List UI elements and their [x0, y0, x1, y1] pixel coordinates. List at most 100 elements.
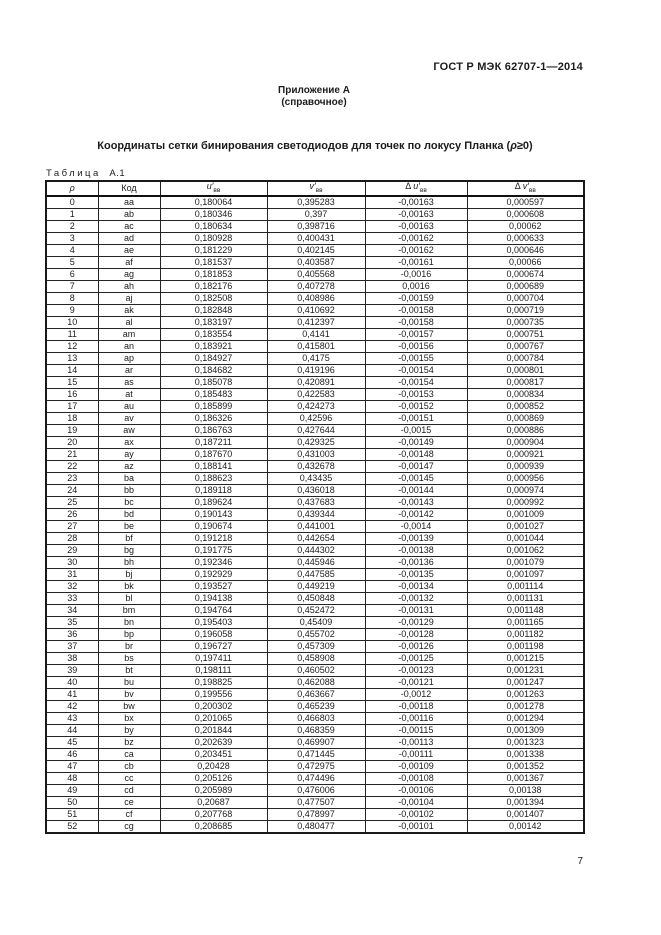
cell-dv: 0,000921 — [466, 448, 585, 461]
cell-rho: 34 — [45, 604, 99, 617]
cell-rho: 12 — [45, 340, 99, 353]
table-row: 8 aj 0,182508 0,408986 -0,00159 0,000704 — [45, 292, 585, 305]
cell-du: -0,00152 — [364, 400, 468, 413]
cell-code: ax — [97, 436, 161, 449]
cell-dv: 0,00138 — [466, 784, 585, 797]
cell-u: 0,205989 — [159, 784, 268, 797]
cell-dv: 0,001027 — [466, 520, 585, 533]
cell-u: 0,181229 — [159, 244, 268, 257]
cell-rho: 26 — [45, 508, 99, 521]
cell-v: 0,465239 — [266, 700, 366, 713]
cell-rho: 49 — [45, 784, 99, 797]
cell-code: an — [97, 340, 161, 353]
cell-du: -0,00158 — [364, 304, 468, 317]
cell-u: 0,193527 — [159, 580, 268, 593]
cell-du: -0,00102 — [364, 808, 468, 821]
table-row: 19 aw 0,186763 0,427644 -0,0015 0,000886 — [45, 424, 585, 437]
cell-v: 0,422583 — [266, 388, 366, 401]
cell-code: bw — [97, 700, 161, 713]
table-row: 17 au 0,185899 0,424273 -0,00152 0,000852 — [45, 400, 585, 413]
table-row: 18 av 0,186326 0,42596 -0,00151 0,000869 — [45, 412, 585, 425]
cell-v: 0,444302 — [266, 544, 366, 557]
cell-v: 0,424273 — [266, 400, 366, 413]
cell-dv: 0,000852 — [466, 400, 585, 413]
cell-code: az — [97, 460, 161, 473]
cell-v: 0,42596 — [266, 412, 366, 425]
cell-code: cf — [97, 808, 161, 821]
cell-code: as — [97, 376, 161, 389]
cell-du: -0,00132 — [364, 592, 468, 605]
cell-dv: 0,001079 — [466, 556, 585, 569]
table-row: 24 bb 0,189118 0,436018 -0,00144 0,000974 — [45, 484, 585, 497]
cell-u: 0,184682 — [159, 364, 268, 377]
cell-dv: 0,000801 — [466, 364, 585, 377]
cell-v: 0,439344 — [266, 508, 366, 521]
cell-du: -0,00131 — [364, 604, 468, 617]
cell-u: 0,196727 — [159, 640, 268, 653]
cell-v: 0,410692 — [266, 304, 366, 317]
cell-u: 0,180928 — [159, 232, 268, 245]
table-row: 30 bh 0,192346 0,445946 -0,00136 0,001079 — [45, 556, 585, 569]
cell-u: 0,191218 — [159, 532, 268, 545]
cell-u: 0,188623 — [159, 472, 268, 485]
cell-code: aa — [97, 195, 161, 209]
cell-rho: 19 — [45, 424, 99, 437]
table-row: 1 ab 0,180346 0,397 -0,00163 0,000608 — [45, 208, 585, 221]
cell-v: 0,457309 — [266, 640, 366, 653]
table-caption-number: А.1 — [109, 168, 126, 179]
cell-rho: 27 — [45, 520, 99, 533]
table-row: 42 bw 0,200302 0,465239 -0,00118 0,001278 — [45, 700, 585, 713]
cell-du: -0,00148 — [364, 448, 468, 461]
cell-dv: 0,001309 — [466, 724, 585, 737]
cell-rho: 20 — [45, 436, 99, 449]
cell-v: 0,474496 — [266, 772, 366, 785]
cell-du: -0,00154 — [364, 364, 468, 377]
table-row: 23 ba 0,188623 0,43435 -0,00145 0,000956 — [45, 472, 585, 485]
cell-rho: 43 — [45, 712, 99, 725]
cell-code: bn — [97, 616, 161, 629]
cell-rho: 46 — [45, 748, 99, 761]
cell-v: 0,402145 — [266, 244, 366, 257]
cell-dv: 0,001198 — [466, 640, 585, 653]
cell-v: 0,452472 — [266, 604, 366, 617]
cell-u: 0,190143 — [159, 508, 268, 521]
table-row: 5 af 0,181537 0,403587 -0,00161 0,00066 — [45, 256, 585, 269]
cell-v: 0,466803 — [266, 712, 366, 725]
table-row: 12 an 0,183921 0,415801 -0,00156 0,000767 — [45, 340, 585, 353]
cell-u: 0,182176 — [159, 280, 268, 293]
table-row: 21 ay 0,187670 0,431003 -0,00148 0,000921 — [45, 448, 585, 461]
cell-rho: 39 — [45, 664, 99, 677]
cell-dv: 0,001367 — [466, 772, 585, 785]
cell-dv: 0,000817 — [466, 376, 585, 389]
cell-dv: 0,001263 — [466, 688, 585, 701]
cell-u: 0,188141 — [159, 460, 268, 473]
cell-dv: 0,000674 — [466, 268, 585, 281]
cell-v: 0,469907 — [266, 736, 366, 749]
cell-v: 0,45409 — [266, 616, 366, 629]
cell-v: 0,445946 — [266, 556, 366, 569]
cell-dv: 0,000992 — [466, 496, 585, 509]
table-body: 0 aa 0,180064 0,395283 -0,00163 0,000597 1 ab 0,… — [45, 195, 585, 834]
cell-u: 0,194138 — [159, 592, 268, 605]
table-row: 6 ag 0,181853 0,405568 -0,0016 0,000674 — [45, 268, 585, 281]
table-row: 41 bv 0,199556 0,463667 -0,0012 0,001263 — [45, 688, 585, 701]
cell-v: 0,4175 — [266, 352, 366, 365]
cell-dv: 0,000689 — [466, 280, 585, 293]
cell-dv: 0,001182 — [466, 628, 585, 641]
cell-du: -0,00155 — [364, 352, 468, 365]
cell-code: bx — [97, 712, 161, 725]
cell-rho: 30 — [45, 556, 99, 569]
cell-u: 0,197411 — [159, 652, 268, 665]
cell-code: bh — [97, 556, 161, 569]
table-row: 11 am 0,183554 0,4141 -0,00157 0,000751 — [45, 328, 585, 341]
cell-code: bb — [97, 484, 161, 497]
cell-code: bt — [97, 664, 161, 677]
cell-rho: 3 — [45, 232, 99, 245]
cell-dv: 0,001114 — [466, 580, 585, 593]
cell-u: 0,182508 — [159, 292, 268, 305]
table-row: 4 ae 0,181229 0,402145 -0,00162 0,000646 — [45, 244, 585, 257]
cell-u: 0,180634 — [159, 220, 268, 233]
cell-v: 0,4141 — [266, 328, 366, 341]
standard-number-header: ГОСТ Р МЭК 62707-1—2014 — [433, 61, 583, 73]
